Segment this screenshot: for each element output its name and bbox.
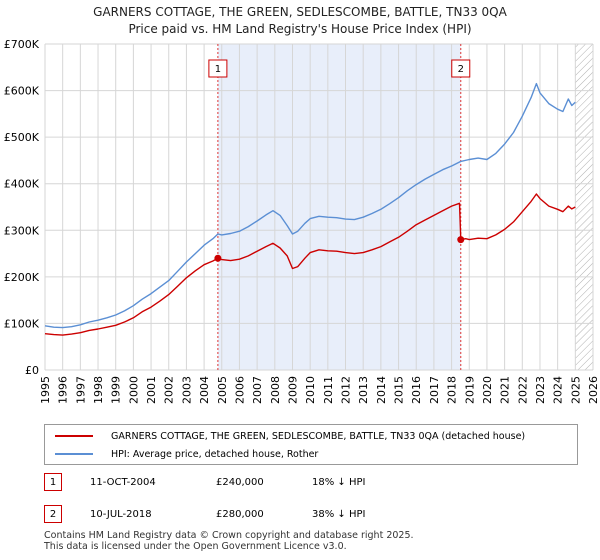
legend-label-property: GARNERS COTTAGE, THE GREEN, SEDLESCOMBE,… — [111, 430, 526, 442]
sale-points — [214, 236, 465, 262]
transaction-price: £280,000 — [216, 508, 264, 520]
x-tick-label: 2022 — [516, 376, 529, 404]
x-tick-label: 2014 — [375, 376, 388, 404]
x-tick-label: 2005 — [216, 376, 229, 404]
transaction-hpi-diff: 18% ↓ HPI — [312, 476, 366, 488]
transaction-badge: 1 — [44, 473, 62, 491]
x-tick-label: 2001 — [145, 376, 158, 404]
x-tick-label: 1996 — [57, 376, 70, 404]
x-tick-label: 1997 — [74, 376, 87, 404]
x-tick-label: 2016 — [410, 376, 423, 404]
x-tick-label: 2008 — [269, 376, 282, 404]
x-tick-label: 2021 — [499, 376, 512, 404]
transaction-hpi-diff: 38% ↓ HPI — [312, 508, 366, 520]
marker-badge-box — [451, 59, 471, 78]
x-tick-label: 2025 — [569, 376, 582, 404]
transaction-badge: 2 — [44, 505, 62, 523]
y-tick-label: £300K — [4, 224, 40, 237]
legend-item-property: GARNERS COTTAGE, THE GREEN, SEDLESCOMBE,… — [55, 428, 525, 444]
x-tick-label: 2004 — [198, 376, 211, 404]
legend-swatch-hpi — [55, 453, 93, 455]
footer-copyright: Contains HM Land Registry data © Crown c… — [44, 530, 414, 541]
series-lines — [44, 82, 576, 336]
chart: GARNERS COTTAGE, THE GREEN, SEDLESCOMBE,… — [4, 5, 600, 404]
y-tick-label: £500K — [4, 131, 40, 144]
footer: Contains HM Land Registry data © Crown c… — [44, 530, 414, 552]
transaction-price: £240,000 — [216, 476, 264, 488]
legend: GARNERS COTTAGE, THE GREEN, SEDLESCOMBE,… — [44, 424, 578, 465]
x-tick-label: 2020 — [481, 376, 494, 404]
x-tick-label: 2024 — [552, 376, 565, 404]
x-tick-label: 2007 — [251, 376, 264, 404]
y-tick-label: £400K — [4, 178, 40, 191]
x-tick-label: 2000 — [127, 376, 140, 404]
transaction-date: 11-OCT-2004 — [90, 476, 156, 488]
marker-badge-label: 2 — [458, 64, 464, 75]
sale-point — [457, 236, 465, 244]
series-line — [44, 193, 576, 336]
x-tick-label: 1995 — [39, 376, 52, 404]
y-tick-label: £100K — [4, 317, 40, 330]
x-tick-label: 2009 — [286, 376, 299, 404]
sale-point — [214, 254, 222, 262]
legend-label-hpi: HPI: Average price, detached house, Roth… — [111, 448, 319, 460]
x-tick-label: 2015 — [393, 376, 406, 404]
x-tick-label: 2023 — [534, 376, 547, 404]
y-axis-tick-labels: £0 £100K £200K £300K £400K £500K £600K £700K — [4, 38, 40, 377]
x-tick-label: 2012 — [340, 376, 353, 404]
x-tick-label: 2006 — [233, 376, 246, 404]
series-line — [44, 82, 576, 329]
x-axis-tick-labels: 1995 1996 1997 1998 1999 2000 2001 2002 2003 2004… — [39, 376, 600, 404]
marker-badge-label: 1 — [215, 64, 221, 75]
legend-swatch-property — [55, 435, 93, 437]
legend-item-hpi: HPI: Average price, detached house, Roth… — [55, 446, 318, 462]
x-tick-label: 2018 — [446, 376, 459, 404]
x-tick-label: 2010 — [304, 376, 317, 404]
ownership-shaded-region — [217, 44, 461, 370]
forecast-hatch-region — [575, 44, 593, 370]
x-tick-label: 2017 — [428, 376, 441, 404]
x-tick-label: 2019 — [463, 376, 476, 404]
gridlines — [44, 43, 594, 371]
x-tick-label: 2003 — [180, 376, 193, 404]
chart-title: GARNERS COTTAGE, THE GREEN, SEDLESCOMBE,… — [93, 5, 507, 19]
y-tick-label: £0 — [25, 364, 39, 377]
y-tick-label: £200K — [4, 271, 40, 284]
marker-badge-box — [208, 59, 228, 78]
x-tick-label: 2026 — [587, 376, 600, 404]
y-tick-label: £600K — [4, 85, 40, 98]
chart-subtitle: Price paid vs. HM Land Registry's House … — [128, 22, 471, 36]
y-tick-label: £700K — [4, 38, 40, 51]
x-tick-label: 2013 — [357, 376, 370, 404]
footer-licence: This data is licensed under the Open Gov… — [44, 541, 347, 552]
x-tick-label: 2002 — [163, 376, 176, 404]
x-tick-label: 1999 — [110, 376, 123, 404]
x-tick-label: 1998 — [92, 376, 105, 404]
x-tick-label: 2011 — [322, 376, 335, 404]
transaction-date: 10-JUL-2018 — [90, 508, 152, 520]
